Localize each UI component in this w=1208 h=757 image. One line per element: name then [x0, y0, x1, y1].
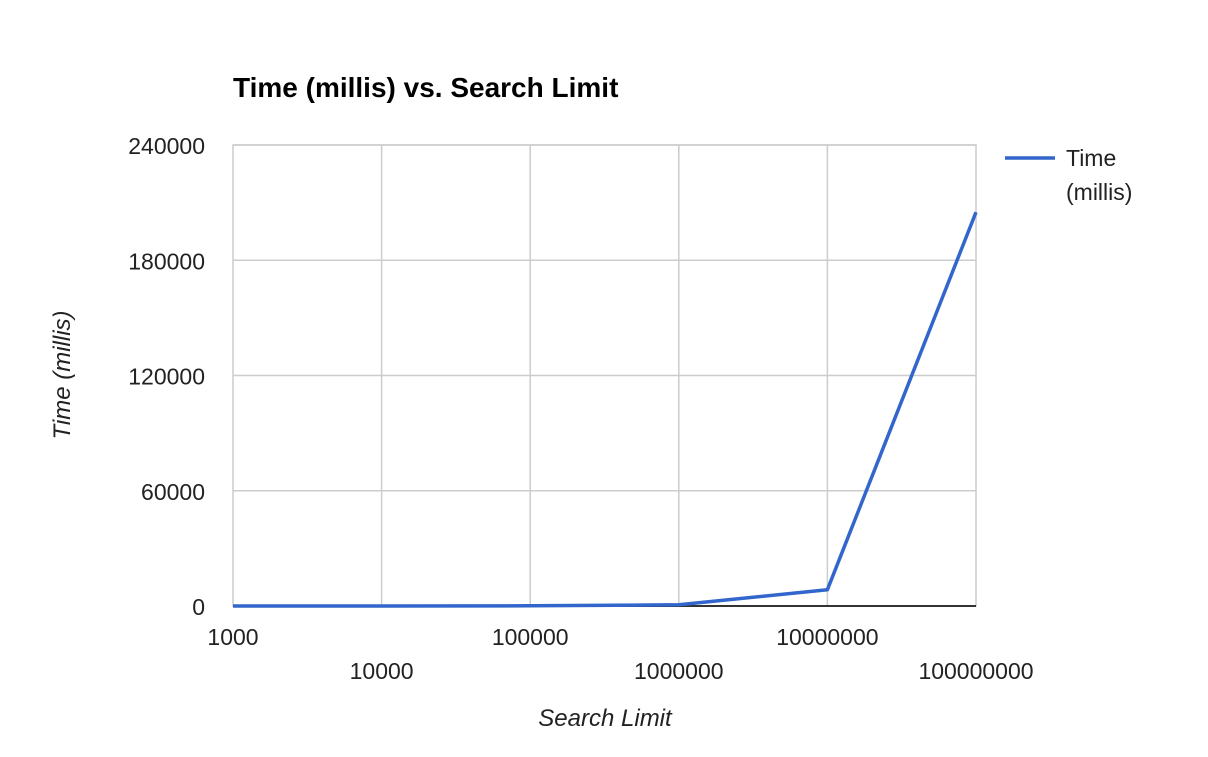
legend[interactable]: Time(millis) — [1005, 145, 1132, 205]
y-tick-label: 240000 — [128, 133, 205, 159]
y-tick-label: 180000 — [128, 248, 205, 274]
x-axis-title: Search Limit — [538, 705, 673, 732]
x-tick-label: 1000 — [207, 624, 258, 650]
y-axis-title: Time (millis) — [49, 310, 76, 439]
chart-title: Time (millis) vs. Search Limit — [233, 72, 618, 103]
x-tick-label: 100000 — [492, 624, 569, 650]
series-line — [233, 212, 976, 606]
x-tick-label: 10000 — [350, 658, 414, 684]
y-tick-label: 0 — [192, 594, 205, 620]
series-layer — [233, 212, 976, 606]
y-tick-label: 60000 — [141, 479, 205, 505]
grid-layer — [233, 145, 976, 606]
x-tick-label: 10000000 — [776, 624, 878, 650]
x-tick-label: 100000000 — [918, 658, 1033, 684]
y-tick-label: 120000 — [128, 364, 205, 390]
legend-label: Time(millis) — [1066, 145, 1132, 205]
x-tick-label: 1000000 — [634, 658, 724, 684]
